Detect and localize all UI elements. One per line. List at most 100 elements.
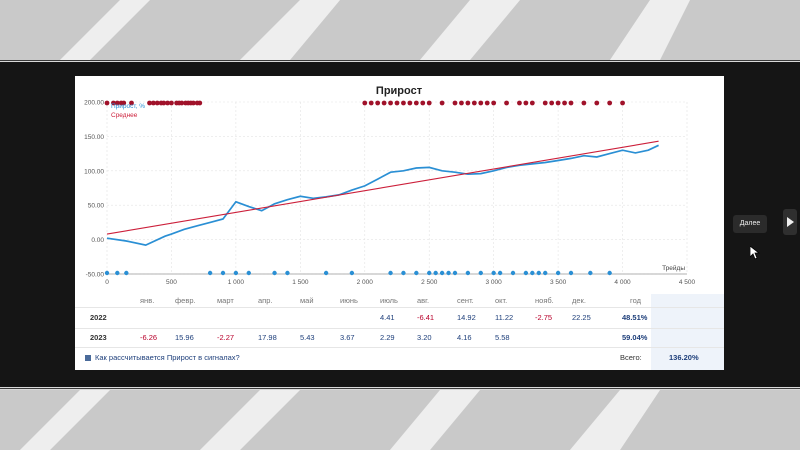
top-marker bbox=[439, 100, 445, 106]
year-total-cell: 48.51% bbox=[622, 313, 648, 322]
bottom-marker bbox=[388, 270, 393, 276]
bottom-marker bbox=[536, 270, 541, 276]
top-marker bbox=[368, 100, 374, 106]
bottom-marker bbox=[124, 270, 129, 276]
mouse-cursor-icon bbox=[750, 246, 760, 260]
top-marker bbox=[426, 100, 432, 106]
month-value-cell: 5.43 bbox=[300, 333, 315, 342]
month-header: янв. bbox=[140, 296, 155, 305]
month-value-cell: 14.92 bbox=[457, 313, 476, 322]
top-marker bbox=[581, 100, 587, 106]
table-divider bbox=[75, 307, 724, 308]
bottom-marker bbox=[233, 270, 239, 276]
x-axis-label: Трейды bbox=[662, 264, 685, 272]
table-divider bbox=[75, 328, 724, 329]
month-header: год bbox=[630, 296, 641, 305]
month-value-cell: 11.22 bbox=[495, 313, 514, 322]
x-tick-label: 3 000 bbox=[486, 279, 503, 286]
bottom-marker bbox=[588, 270, 593, 276]
total-label: Всего: bbox=[620, 353, 642, 362]
bottom-marker bbox=[349, 270, 355, 276]
bottom-marker bbox=[491, 270, 496, 276]
growth-line bbox=[106, 144, 659, 246]
top-marker bbox=[111, 100, 116, 106]
bottom-marker bbox=[465, 270, 471, 276]
growth-help-link[interactable]: Как рассчитывается Прирост в сигналах? bbox=[85, 353, 240, 362]
top-marker bbox=[607, 100, 613, 106]
bottom-marker bbox=[401, 270, 406, 276]
month-header: дек. bbox=[572, 296, 586, 305]
top-marker bbox=[401, 100, 406, 106]
month-value-cell: 2.29 bbox=[380, 333, 395, 342]
x-tick-label: 4 500 bbox=[679, 279, 696, 286]
next-button[interactable]: Далее bbox=[733, 215, 767, 233]
next-arrow-button[interactable] bbox=[783, 209, 797, 235]
top-marker bbox=[562, 100, 567, 106]
total-column-shade bbox=[651, 294, 724, 370]
top-marker bbox=[620, 100, 625, 106]
top-marker bbox=[420, 100, 426, 106]
top-marker bbox=[190, 100, 196, 106]
bottom-marker bbox=[115, 270, 120, 276]
bottom-marker bbox=[497, 270, 503, 276]
growth-chart: Прирост 200.00 150.00 100.00 50.00 0.00 -50.00… bbox=[84, 85, 696, 286]
top-marker bbox=[517, 100, 522, 106]
year-total-cell: 59.04% bbox=[622, 333, 648, 342]
month-value-cell: -6.26 bbox=[140, 333, 158, 342]
table-divider bbox=[75, 347, 724, 348]
month-header: нояб. bbox=[535, 296, 554, 305]
signal-growth-panel: Прирост 200.00 150.00 100.00 50.00 0.00 -50.00… bbox=[75, 76, 724, 370]
top-marker bbox=[161, 100, 167, 106]
month-header: май bbox=[300, 296, 314, 305]
top-marker bbox=[594, 100, 600, 106]
bottom-marker bbox=[478, 270, 483, 276]
top-marker bbox=[542, 100, 548, 106]
x-tick-label: 1 500 bbox=[292, 279, 309, 286]
month-header: март bbox=[217, 296, 234, 305]
month-value-cell: 4.41 bbox=[380, 313, 395, 322]
info-icon bbox=[85, 355, 91, 362]
top-marker bbox=[129, 100, 134, 106]
y-tick-label: 100.00 bbox=[84, 168, 104, 175]
bottom-marker bbox=[446, 270, 451, 276]
month-value-cell: -2.75 bbox=[535, 313, 553, 322]
bottom-marker bbox=[523, 270, 529, 276]
month-value-cell: 15.96 bbox=[175, 333, 194, 342]
month-header: июль bbox=[380, 296, 398, 305]
legend-label: Прирост, % bbox=[111, 103, 145, 110]
top-marker bbox=[491, 100, 497, 106]
month-value-cell: 22.25 bbox=[572, 313, 591, 322]
month-header: авг. bbox=[417, 296, 430, 305]
year-label: 2023 bbox=[90, 333, 107, 342]
month-value-cell: 17.98 bbox=[258, 333, 277, 342]
top-marker bbox=[555, 100, 561, 106]
top-marker bbox=[413, 100, 419, 106]
bottom-marker bbox=[246, 270, 251, 276]
bottom-marker bbox=[555, 270, 561, 276]
top-marker bbox=[549, 100, 555, 106]
x-tick-label: 1 000 bbox=[228, 279, 245, 286]
top-marker bbox=[568, 100, 574, 106]
total-value: 136.20% bbox=[669, 353, 699, 362]
top-marker bbox=[459, 100, 464, 106]
top-marker bbox=[452, 100, 458, 106]
bottom-marker bbox=[220, 270, 226, 276]
month-value-cell: -2.27 bbox=[217, 333, 235, 342]
top-marker bbox=[197, 100, 203, 106]
x-tick-label: 4 000 bbox=[614, 279, 631, 286]
top-marker bbox=[394, 100, 400, 106]
bottom-marker bbox=[452, 270, 458, 276]
bottom-marker bbox=[510, 270, 516, 276]
month-value-cell: -6.41 bbox=[417, 313, 435, 322]
month-header: сент. bbox=[457, 296, 474, 305]
top-marker bbox=[381, 100, 387, 106]
top-marker bbox=[523, 100, 529, 106]
month-header: июнь bbox=[340, 296, 358, 305]
top-marker bbox=[104, 100, 110, 106]
growth-help-link-text: Как рассчитывается Прирост в сигналах? bbox=[95, 353, 240, 362]
month-header: окт. bbox=[495, 296, 508, 305]
top-marker bbox=[388, 100, 393, 106]
top-marker bbox=[471, 100, 477, 106]
x-tick-label: 0 bbox=[105, 279, 109, 286]
